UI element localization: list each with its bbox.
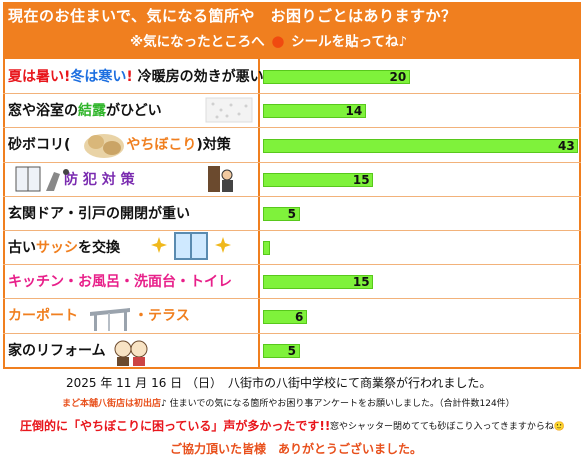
row-label-part: ・テラス: [134, 308, 190, 325]
column-divider: [258, 57, 260, 369]
footer-highlight: 圧倒的に「やちぼこりに困っている」声が多かったです!!: [20, 419, 331, 433]
row-separator: [3, 93, 581, 95]
bar: [263, 275, 373, 290]
row-separator: [3, 127, 581, 129]
bar: [263, 138, 578, 153]
row-label-part: 玄関ドア・引戸の開閉が重い: [8, 205, 190, 222]
row-label: 家のリフォーム: [8, 334, 106, 368]
row-separator: [3, 230, 581, 231]
row-label-part: 窓や浴室の: [8, 103, 78, 120]
row-label-part: 夏は暑い: [8, 69, 64, 85]
bar-value-label: 5: [287, 343, 296, 358]
row-label: カーポート ・テラス: [8, 299, 190, 333]
bar: [263, 241, 271, 256]
footer-date-line: 2025 年 11 月 16 日 （日） 八街市の八街中学校にて商業祭が行われま…: [66, 376, 492, 390]
sticker-dot-icon: ●: [271, 32, 285, 50]
row-label: 夏は暑い!冬は寒い! 冷暖房の効きが悪い: [8, 60, 264, 94]
row-label-part: 結露: [78, 103, 106, 120]
bar-value-label: 20: [389, 70, 407, 85]
condensation-window-icon: [205, 97, 253, 123]
burglar-door-icon: [208, 166, 233, 192]
footer-note-prefix: まど本舗八街店は初出店: [62, 399, 162, 409]
open-window-icon: [15, 166, 69, 192]
table-frame: [3, 57, 581, 369]
bar: [263, 104, 366, 119]
row-label: 窓や浴室の結露がひどい: [8, 94, 162, 128]
bar: [263, 309, 307, 324]
chart-title: 現在のお住まいで、気になる箇所や お困りごとはありますか？: [8, 7, 457, 25]
row-label: 防 犯 対 策: [8, 163, 135, 197]
bar-value-label: 6: [294, 309, 304, 324]
row-label-part: サッシ: [36, 240, 78, 256]
subtitle-suffix: シールを貼ってね♪: [291, 34, 408, 50]
row-separator: [3, 195, 581, 197]
footer-thanks: ご協力頂いた皆様 ありがとうございました。: [170, 442, 423, 456]
row-separator: [3, 298, 581, 300]
row-separator: [3, 332, 581, 334]
row-separator: [3, 264, 581, 266]
bar: [263, 343, 300, 358]
row-label-part: カーポート: [8, 308, 78, 325]
row-separator: [3, 161, 581, 163]
row-label: 玄関ドア・引戸の開閉が重い: [8, 197, 190, 231]
bar: [263, 172, 373, 187]
row-label-part: 冷暖房の効きが悪い: [132, 69, 264, 85]
bar-value-label: 15: [352, 172, 370, 187]
sparkle-left-icon: [151, 237, 167, 253]
bar-value-label: 5: [287, 206, 296, 221]
row-label-part: 古い: [8, 240, 36, 256]
row-label: 砂ボコリ( やちぼこり)対策: [8, 128, 231, 162]
footer-note: まど本舗八街店は初出店♪ 住まいでの気になる箇所やお困り事アンケートをお願いしま…: [62, 396, 515, 409]
row-label-part: やちぼこり: [126, 137, 197, 154]
bar: [263, 206, 300, 221]
row-label-part: 防 犯 対 策: [64, 171, 135, 188]
family-icon: [114, 340, 148, 366]
row-label-part: を交換: [78, 240, 120, 256]
row-label-part: 家のリフォーム: [8, 342, 106, 359]
row-label-part: がひどい: [106, 103, 162, 120]
row-label-part: 冬は寒い: [70, 69, 127, 85]
row-label: キッチン・お風呂・洗面台・トイレ: [8, 265, 232, 299]
footer-note-suffix: ♪ 住まいでの気になる箇所やお困り事アンケートをお願いしました。（合計件数124…: [161, 399, 515, 409]
bar-value-label: 14: [345, 104, 363, 119]
header-banner: [3, 2, 581, 57]
row-label-part: 砂ボコリ(: [8, 137, 71, 154]
row-label: 古いサッシを交換: [8, 231, 120, 265]
subtitle-prefix: ※気になったところへ: [130, 34, 265, 50]
sash-window-icon: [174, 232, 208, 260]
row-label-part: !: [126, 69, 133, 85]
sparkle-right-icon: [215, 237, 231, 253]
bar-value-label: 43: [558, 138, 575, 153]
bar-value-label: 15: [352, 275, 370, 290]
bar: [263, 70, 410, 85]
footer-extra: 窓やシャッター閉めてても砂ぼこり入ってきますからね🙂: [330, 422, 566, 432]
row-label-part: )対策: [196, 137, 231, 154]
row-label-part: !: [64, 69, 71, 85]
dust-cloud-icon: [84, 134, 124, 158]
row-label-part: キッチン・お風呂・洗面台・トイレ: [8, 274, 232, 291]
chart-subtitle: ※気になったところへ ● シールを貼ってね♪: [130, 30, 570, 50]
carport-icon: [90, 308, 130, 331]
